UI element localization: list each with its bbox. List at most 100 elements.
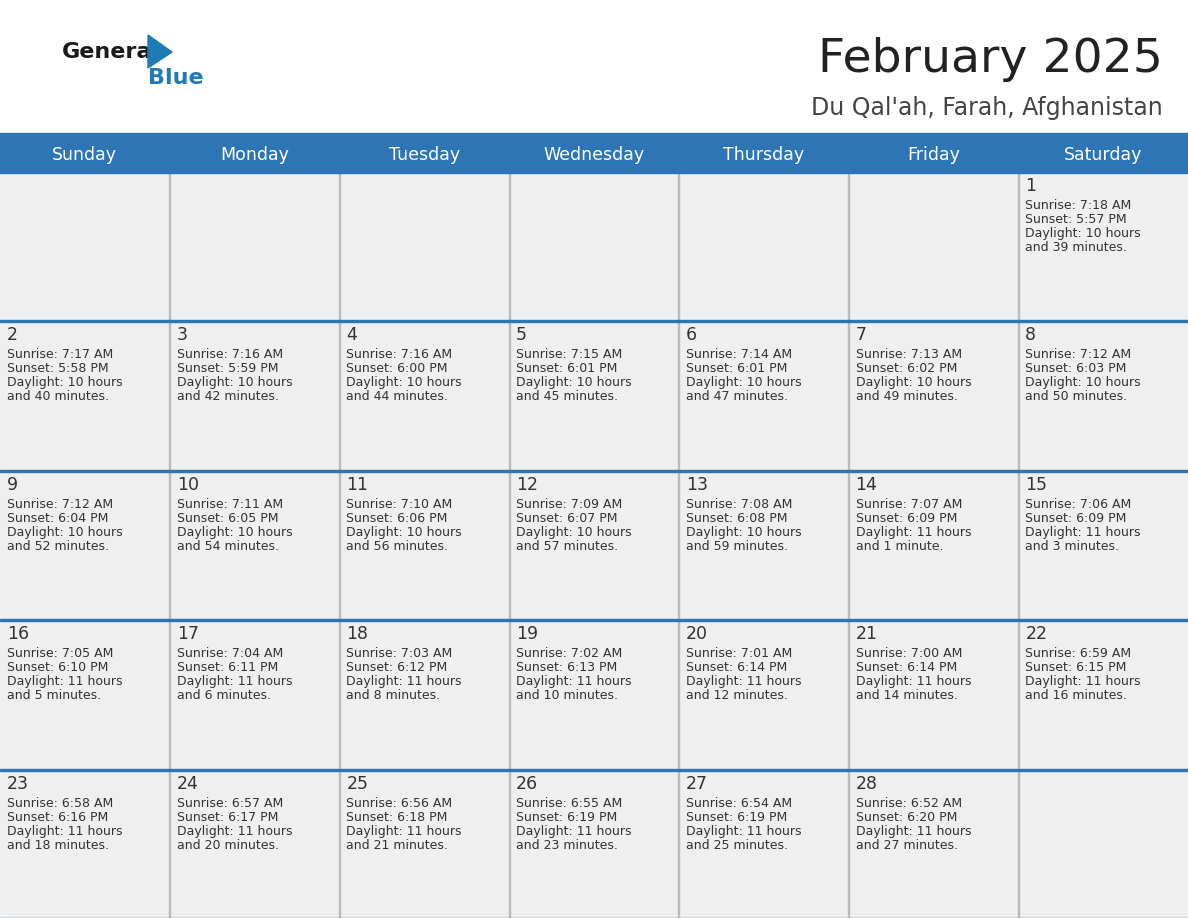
Bar [0, 320, 1188, 322]
Text: Sunset: 6:08 PM: Sunset: 6:08 PM [685, 512, 788, 525]
Text: Sunrise: 7:12 AM: Sunrise: 7:12 AM [1025, 349, 1131, 362]
Text: Sunset: 6:18 PM: Sunset: 6:18 PM [347, 811, 448, 823]
Text: Sunrise: 7:14 AM: Sunrise: 7:14 AM [685, 349, 792, 362]
Text: and 20 minutes.: and 20 minutes. [177, 839, 279, 852]
Text: Wednesday: Wednesday [543, 145, 645, 163]
Bar [0, 138, 1188, 171]
Text: Daylight: 11 hours: Daylight: 11 hours [7, 824, 122, 837]
Text: 19: 19 [516, 625, 538, 644]
Text: Sunrise: 6:58 AM: Sunrise: 6:58 AM [7, 797, 113, 810]
Text: Tuesday: Tuesday [388, 145, 460, 163]
Bar [0, 620, 1188, 621]
Text: Sunrise: 7:02 AM: Sunrise: 7:02 AM [516, 647, 623, 660]
Text: and 57 minutes.: and 57 minutes. [516, 540, 618, 553]
Text: Sunset: 6:01 PM: Sunset: 6:01 PM [516, 363, 618, 375]
Text: and 1 minute.: and 1 minute. [855, 540, 943, 553]
Text: Blue: Blue [148, 68, 203, 88]
Text: Daylight: 11 hours: Daylight: 11 hours [1025, 526, 1140, 539]
Text: and 59 minutes.: and 59 minutes. [685, 540, 788, 553]
Text: Du Qal'ah, Farah, Afghanistan: Du Qal'ah, Farah, Afghanistan [811, 96, 1163, 120]
Text: Daylight: 11 hours: Daylight: 11 hours [1025, 676, 1140, 688]
Polygon shape [148, 35, 172, 68]
Text: and 12 minutes.: and 12 minutes. [685, 689, 788, 702]
Text: Sunset: 6:00 PM: Sunset: 6:00 PM [347, 363, 448, 375]
Text: Sunrise: 6:57 AM: Sunrise: 6:57 AM [177, 797, 283, 810]
Text: and 44 minutes.: and 44 minutes. [347, 390, 448, 403]
Text: Sunrise: 7:00 AM: Sunrise: 7:00 AM [855, 647, 962, 660]
Text: and 18 minutes.: and 18 minutes. [7, 839, 109, 852]
Text: Sunrise: 7:13 AM: Sunrise: 7:13 AM [855, 349, 962, 362]
Text: General: General [62, 42, 160, 62]
Bar [0, 133, 1188, 138]
Text: 22: 22 [1025, 625, 1048, 644]
Text: Sunset: 6:03 PM: Sunset: 6:03 PM [1025, 363, 1126, 375]
Text: Daylight: 10 hours: Daylight: 10 hours [1025, 376, 1140, 389]
Text: Sunset: 6:09 PM: Sunset: 6:09 PM [1025, 512, 1126, 525]
Text: Daylight: 10 hours: Daylight: 10 hours [177, 526, 292, 539]
Text: Sunrise: 7:16 AM: Sunrise: 7:16 AM [177, 349, 283, 362]
Text: and 5 minutes.: and 5 minutes. [7, 689, 101, 702]
Text: 21: 21 [855, 625, 878, 644]
Text: Daylight: 10 hours: Daylight: 10 hours [7, 526, 122, 539]
Text: and 8 minutes.: and 8 minutes. [347, 689, 441, 702]
Text: Sunset: 6:19 PM: Sunset: 6:19 PM [516, 811, 618, 823]
Text: Sunset: 6:11 PM: Sunset: 6:11 PM [177, 661, 278, 674]
Text: 27: 27 [685, 775, 708, 792]
Text: Sunrise: 7:18 AM: Sunrise: 7:18 AM [1025, 199, 1131, 212]
Text: and 25 minutes.: and 25 minutes. [685, 839, 788, 852]
Text: Daylight: 10 hours: Daylight: 10 hours [347, 376, 462, 389]
Text: Sunrise: 7:17 AM: Sunrise: 7:17 AM [7, 349, 113, 362]
Text: 20: 20 [685, 625, 708, 644]
Text: 26: 26 [516, 775, 538, 792]
Text: Sunset: 6:19 PM: Sunset: 6:19 PM [685, 811, 788, 823]
Text: and 14 minutes.: and 14 minutes. [855, 689, 958, 702]
Text: Daylight: 11 hours: Daylight: 11 hours [855, 526, 971, 539]
Text: Sunset: 5:57 PM: Sunset: 5:57 PM [1025, 213, 1127, 226]
Text: 13: 13 [685, 476, 708, 494]
Text: Daylight: 11 hours: Daylight: 11 hours [347, 676, 462, 688]
Text: and 45 minutes.: and 45 minutes. [516, 390, 618, 403]
Text: Sunset: 5:58 PM: Sunset: 5:58 PM [7, 363, 108, 375]
Text: and 40 minutes.: and 40 minutes. [7, 390, 109, 403]
Text: Daylight: 11 hours: Daylight: 11 hours [177, 676, 292, 688]
Text: and 10 minutes.: and 10 minutes. [516, 689, 618, 702]
Text: Daylight: 11 hours: Daylight: 11 hours [685, 676, 802, 688]
Bar [0, 470, 1188, 620]
Text: Sunrise: 7:15 AM: Sunrise: 7:15 AM [516, 349, 623, 362]
Text: Sunrise: 7:09 AM: Sunrise: 7:09 AM [516, 498, 623, 510]
Text: 3: 3 [177, 327, 188, 344]
Text: Sunrise: 7:08 AM: Sunrise: 7:08 AM [685, 498, 792, 510]
Text: Sunrise: 7:10 AM: Sunrise: 7:10 AM [347, 498, 453, 510]
Text: Friday: Friday [906, 145, 960, 163]
Text: Sunrise: 7:06 AM: Sunrise: 7:06 AM [1025, 498, 1131, 510]
Text: Sunrise: 7:05 AM: Sunrise: 7:05 AM [7, 647, 113, 660]
Bar [0, 620, 1188, 768]
Text: 15: 15 [1025, 476, 1048, 494]
Text: Sunset: 6:02 PM: Sunset: 6:02 PM [855, 363, 958, 375]
Text: Sunrise: 7:04 AM: Sunrise: 7:04 AM [177, 647, 283, 660]
Text: 11: 11 [347, 476, 368, 494]
Text: Daylight: 11 hours: Daylight: 11 hours [685, 824, 802, 837]
Text: Daylight: 10 hours: Daylight: 10 hours [685, 526, 802, 539]
Text: and 42 minutes.: and 42 minutes. [177, 390, 279, 403]
Text: Daylight: 10 hours: Daylight: 10 hours [347, 526, 462, 539]
Text: and 52 minutes.: and 52 minutes. [7, 540, 109, 553]
Text: Sunset: 6:06 PM: Sunset: 6:06 PM [347, 512, 448, 525]
Text: Sunrise: 6:56 AM: Sunrise: 6:56 AM [347, 797, 453, 810]
Text: 14: 14 [855, 476, 878, 494]
Text: Sunrise: 6:59 AM: Sunrise: 6:59 AM [1025, 647, 1131, 660]
Text: Sunrise: 7:01 AM: Sunrise: 7:01 AM [685, 647, 792, 660]
Text: and 3 minutes.: and 3 minutes. [1025, 540, 1119, 553]
Text: Monday: Monday [220, 145, 289, 163]
Text: Daylight: 10 hours: Daylight: 10 hours [516, 526, 632, 539]
Text: 18: 18 [347, 625, 368, 644]
Text: 12: 12 [516, 476, 538, 494]
Text: Sunrise: 7:07 AM: Sunrise: 7:07 AM [855, 498, 962, 510]
Text: 10: 10 [177, 476, 198, 494]
Text: Daylight: 11 hours: Daylight: 11 hours [347, 824, 462, 837]
Text: 28: 28 [855, 775, 878, 792]
Text: Daylight: 11 hours: Daylight: 11 hours [7, 676, 122, 688]
Text: Daylight: 11 hours: Daylight: 11 hours [177, 824, 292, 837]
Text: Daylight: 11 hours: Daylight: 11 hours [855, 824, 971, 837]
Text: and 16 minutes.: and 16 minutes. [1025, 689, 1127, 702]
